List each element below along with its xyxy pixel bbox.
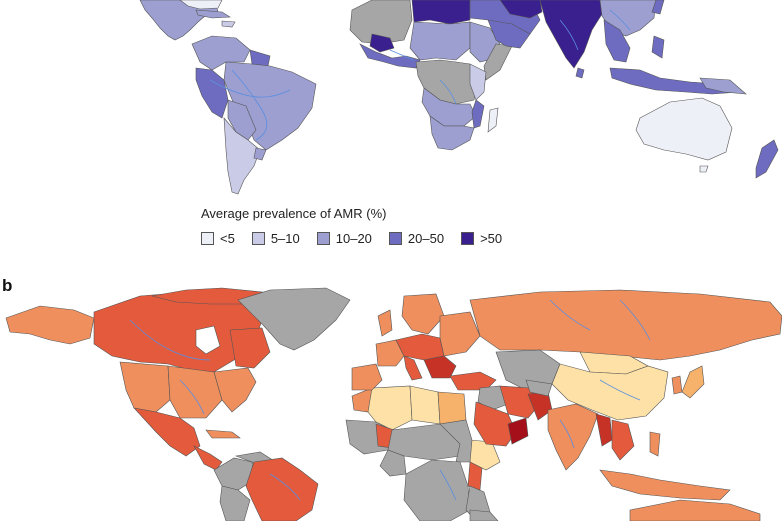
- greenland-region: [237, 287, 351, 351]
- legend-label: 10–20: [335, 231, 372, 246]
- mali-niger-region: [369, 33, 395, 53]
- thailand-vietnam-b-region: [611, 419, 635, 461]
- zambia-b-region: [469, 509, 499, 521]
- usa-central-region: [167, 365, 223, 419]
- png-region: [699, 77, 747, 95]
- legend-label: 5–10: [270, 231, 300, 246]
- peru-b-region: [219, 485, 251, 521]
- legend-label: >50: [480, 231, 503, 246]
- libya-b-region: [409, 385, 441, 425]
- saudi-b-region: [473, 401, 517, 447]
- guiana-region: [249, 49, 271, 67]
- kenya-tanzania-region: [469, 63, 487, 101]
- colombia-venezuela-region: [191, 35, 251, 71]
- turkey-b-region: [449, 371, 497, 391]
- iraq-syria-b-region: [477, 385, 509, 411]
- legend-label: 20–50: [407, 231, 445, 246]
- legend-title: Average prevalence of AMR (%): [201, 206, 387, 221]
- usa-east-region: [213, 367, 257, 413]
- tasmania-region: [699, 165, 709, 173]
- cuba-region: [195, 9, 231, 19]
- sri-lanka-region: [575, 67, 585, 79]
- uruguay-region: [253, 147, 267, 161]
- brazil-b-region: [245, 457, 319, 521]
- cuba-b-region: [205, 429, 241, 439]
- legend-swatch: [316, 232, 330, 245]
- korea-b-region: [671, 375, 683, 395]
- myanmar-b-region: [595, 413, 613, 447]
- usa-west-region: [119, 361, 171, 413]
- madagascar-region: [487, 107, 499, 133]
- australia-b-region: [629, 499, 761, 521]
- usa-south-region: [179, 0, 223, 10]
- legend-item: >50: [461, 231, 502, 246]
- legend-item: 20–50: [388, 231, 445, 246]
- france-b-region: [375, 339, 405, 367]
- japan-b-region: [681, 365, 705, 399]
- legend-item: 10–20: [316, 231, 372, 246]
- legend-swatch: [251, 232, 265, 245]
- legend-swatch: [461, 232, 475, 245]
- panel-a-map: [139, 0, 779, 195]
- balkans-b-region: [423, 355, 457, 379]
- brazil-region: [223, 61, 317, 151]
- iran-region: [499, 0, 543, 19]
- ecuador-peru-region: [195, 67, 229, 119]
- russia-b-region: [469, 289, 782, 361]
- panel-b-rivers: [129, 299, 651, 501]
- nigeria-b-region: [379, 449, 407, 477]
- italy-b-region: [403, 355, 423, 381]
- panel-b-label: b: [2, 276, 13, 295]
- chad-sudan-region: [409, 21, 471, 61]
- legend-item: <5: [201, 231, 235, 246]
- india-b-region: [547, 403, 599, 471]
- quebec-maritime-region: [229, 327, 271, 369]
- caribbean-region: [221, 20, 236, 28]
- legend-item: 5–10: [251, 231, 300, 246]
- libya-egypt-region: [411, 0, 471, 25]
- legend-swatch: [201, 232, 214, 245]
- china-b-region: [551, 363, 669, 421]
- mexico-region: [133, 407, 201, 457]
- egypt-b-region: [437, 391, 467, 425]
- new-zealand-region: [755, 139, 779, 179]
- southeast-asia-region: [603, 19, 631, 63]
- mozambique-region: [471, 99, 485, 129]
- angola-zambia-region: [421, 87, 477, 127]
- eastern-europe-b-region: [439, 311, 481, 357]
- afghanistan-b-region: [525, 379, 553, 397]
- hudson-bay: [195, 325, 221, 355]
- panel-b-map: [5, 287, 782, 521]
- oman-b-region: [507, 417, 529, 445]
- scandinavia-b-region: [401, 293, 445, 335]
- southern-africa-region: [429, 115, 475, 151]
- australia-region: [635, 97, 733, 161]
- indonesia-b-region: [599, 469, 731, 501]
- legend: <5 5–10 10–20 20–50 >50: [201, 231, 519, 246]
- central-america-b-region: [193, 445, 223, 471]
- philippines-region: [651, 35, 665, 59]
- uk-b-region: [377, 309, 393, 337]
- argentina-chile-region: [223, 117, 261, 195]
- legend-swatch: [388, 232, 402, 245]
- philippines-b-region: [649, 431, 661, 457]
- arabian-peninsula-region: [487, 19, 531, 49]
- central-africa-region: [415, 59, 479, 105]
- japan-korea-region: [651, 0, 665, 15]
- alaska-region: [5, 305, 95, 345]
- central-africa-b-region: [403, 459, 471, 521]
- legend-label: <5: [220, 231, 235, 246]
- north-africa-west-region: [349, 0, 413, 45]
- iberia-b-region: [351, 363, 383, 391]
- south-asia-india-region: [539, 0, 603, 69]
- panel-a-rivers: [209, 9, 631, 141]
